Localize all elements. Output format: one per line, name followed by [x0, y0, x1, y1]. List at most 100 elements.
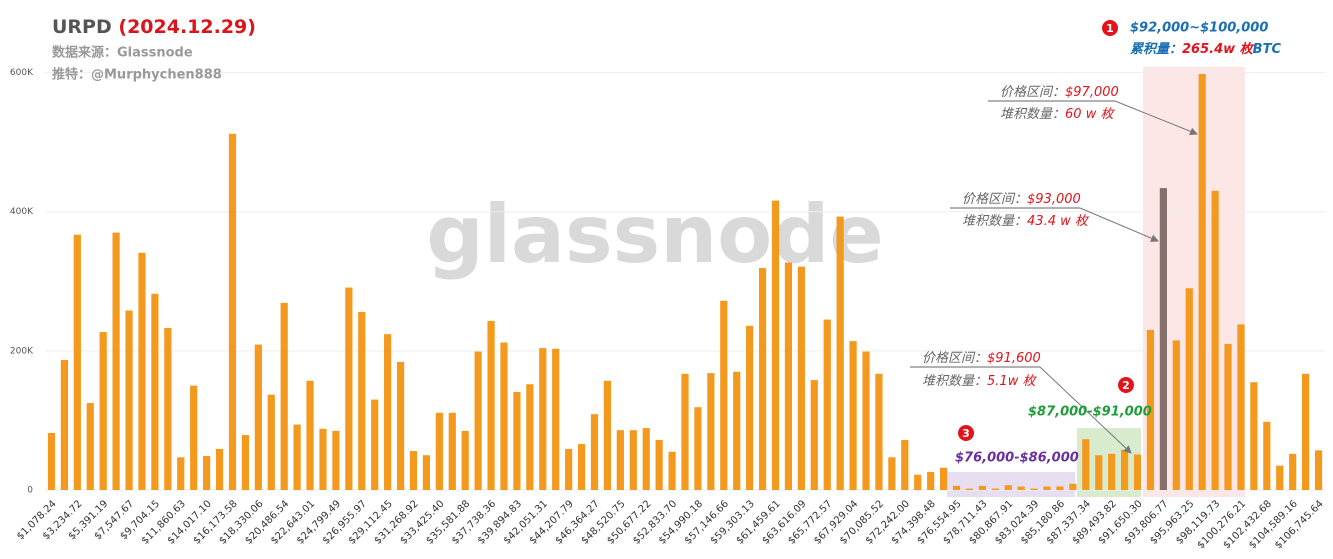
range: $92,000~$100,000	[1130, 21, 1268, 36]
y-tick-label: 400K	[10, 207, 34, 217]
bar	[293, 424, 301, 490]
source: 数据来源：Glassnode	[52, 45, 193, 61]
bar	[1004, 485, 1012, 490]
bar	[901, 439, 909, 490]
bar	[629, 430, 637, 490]
bar	[112, 232, 120, 491]
total-unit: BTC	[1253, 42, 1282, 57]
bar	[513, 391, 521, 490]
bar	[1146, 329, 1155, 490]
total-label: 累积量：	[1130, 41, 1182, 57]
badge-number: 3	[962, 427, 970, 440]
note-label: 价格区间：	[1000, 85, 1065, 100]
bar	[73, 234, 81, 490]
bar	[1082, 439, 1090, 490]
bar	[86, 403, 94, 490]
bar	[1250, 382, 1258, 490]
bar	[733, 371, 741, 490]
bar	[1263, 421, 1271, 490]
bar	[1017, 486, 1025, 490]
bar	[435, 412, 443, 490]
bar	[927, 471, 935, 490]
bar	[60, 359, 68, 490]
bar	[1276, 465, 1284, 490]
note: 堆积数量：5.1w 枚	[922, 374, 1037, 389]
bar	[254, 344, 262, 490]
y-tick-label: 200K	[10, 346, 34, 356]
note-value: $93,000	[1027, 192, 1081, 207]
bar	[1043, 486, 1051, 490]
title-date: (2024.12.29)	[118, 16, 256, 38]
bar	[267, 394, 275, 490]
bar	[99, 332, 107, 490]
note-label: 价格区间：	[962, 192, 1027, 207]
badge-number: 1	[1106, 22, 1114, 35]
bar	[836, 216, 844, 490]
bar	[552, 348, 560, 490]
bar	[203, 455, 211, 490]
bar	[849, 341, 857, 490]
watermark: glassnode	[426, 188, 883, 281]
bar	[707, 373, 715, 490]
bar	[978, 485, 986, 490]
bar	[1056, 486, 1064, 490]
bar	[422, 455, 431, 490]
bar	[47, 432, 56, 490]
note-label: 价格区间：	[922, 351, 987, 366]
bar	[487, 320, 495, 490]
bar	[694, 407, 702, 490]
bar	[500, 342, 508, 490]
bar	[1224, 343, 1232, 490]
bar	[138, 252, 146, 490]
note-value: $91,600	[987, 351, 1041, 366]
credit: 推特：@Murphychen888	[52, 67, 222, 83]
bar	[1211, 190, 1219, 491]
bar	[1095, 455, 1103, 490]
badge-number: 2	[1122, 379, 1130, 392]
bar	[810, 380, 818, 490]
bar	[1172, 340, 1180, 490]
bar	[784, 262, 793, 490]
bar	[823, 319, 831, 490]
bar	[164, 327, 172, 490]
badge	[958, 425, 974, 441]
bar	[306, 380, 314, 490]
bar	[1289, 453, 1297, 490]
bar	[345, 287, 353, 490]
note-value: 43.4 w 枚	[1027, 214, 1090, 229]
y-tick-label: 0	[27, 486, 33, 496]
title-text: URPD	[52, 16, 112, 38]
bar	[280, 302, 288, 490]
note-value: $97,000	[1065, 85, 1119, 100]
bar	[125, 310, 133, 490]
note-label: 堆积数量：	[1000, 107, 1065, 122]
bar	[409, 451, 418, 490]
total: 累积量：265.4w 枚BTC	[1130, 41, 1281, 57]
bar	[190, 385, 198, 490]
bar	[332, 430, 340, 490]
bar	[1198, 73, 1206, 490]
title: URPD (2024.12.29)	[52, 16, 256, 38]
bar	[1185, 288, 1193, 490]
note: 堆积数量：60 w 枚	[1000, 107, 1115, 122]
badge	[1102, 20, 1118, 36]
bar	[1069, 483, 1077, 490]
bar	[577, 444, 586, 490]
bar	[888, 457, 896, 490]
bar	[215, 448, 224, 490]
note: 堆积数量：43.4 w 枚	[962, 214, 1090, 229]
bar	[1030, 488, 1038, 490]
bar	[1108, 453, 1116, 490]
arrow	[1079, 207, 1159, 242]
note: 价格区间：$97,000	[1000, 85, 1119, 100]
note-value: 60 w 枚	[1065, 107, 1115, 122]
bar	[1159, 188, 1167, 490]
bar	[1120, 449, 1129, 490]
bar	[875, 373, 883, 490]
bar	[228, 133, 237, 490]
bar	[862, 351, 870, 490]
bar	[151, 293, 159, 490]
bar	[177, 457, 185, 490]
bar	[603, 380, 612, 490]
